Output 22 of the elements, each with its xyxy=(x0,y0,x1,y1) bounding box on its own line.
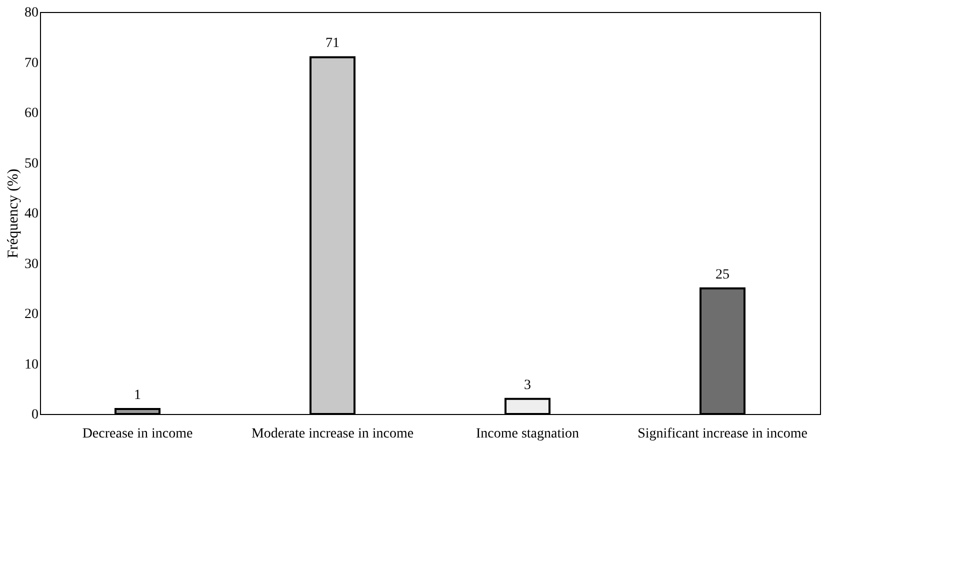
x-tick-label: Decrease in income xyxy=(82,426,193,442)
y-tick-label: 20 xyxy=(24,307,38,322)
y-tick-label: 80 xyxy=(24,6,38,20)
data-label: 71 xyxy=(326,36,340,52)
data-label: 25 xyxy=(716,267,730,282)
data-label: 3 xyxy=(524,378,531,393)
bar xyxy=(114,408,160,415)
bar xyxy=(310,56,356,415)
y-tick-label: 10 xyxy=(24,357,38,372)
y-tick-label: 70 xyxy=(24,56,38,71)
y-tick-label: 40 xyxy=(24,206,38,222)
y-tick-label: 30 xyxy=(24,256,38,272)
y-tick-label: 0 xyxy=(32,408,38,422)
x-tick-label: Significant increase in income xyxy=(638,426,808,442)
x-tick-label: Income stagnation xyxy=(476,426,580,442)
y-tick-label: 60 xyxy=(24,106,38,121)
bar xyxy=(504,398,550,415)
data-label: 1 xyxy=(134,388,141,403)
y-axis-title: Fréquency (%) xyxy=(6,168,22,258)
y-tick-label: 50 xyxy=(24,156,38,172)
bar xyxy=(700,287,746,415)
x-tick-label: Moderate increase in income xyxy=(251,426,414,442)
